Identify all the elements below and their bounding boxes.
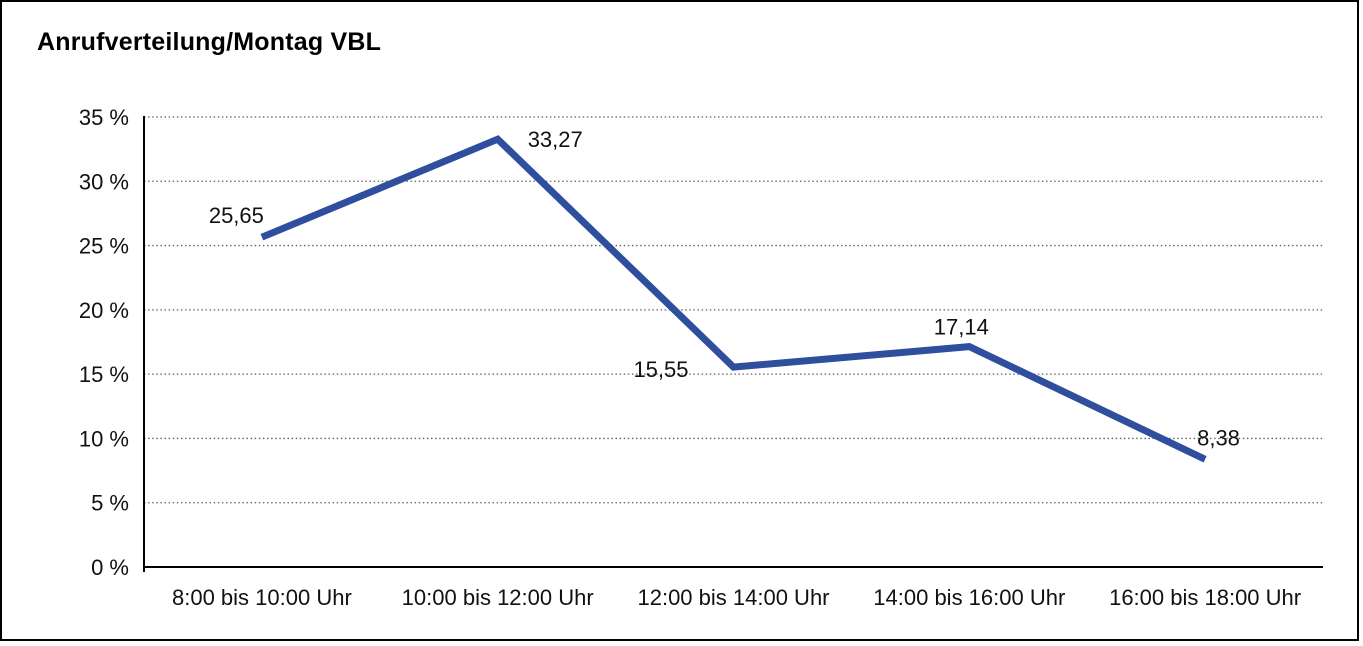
series-polyline bbox=[260, 135, 1207, 463]
data-value-label: 33,27 bbox=[528, 127, 583, 152]
gridlines bbox=[144, 116, 1323, 504]
x-tick-label: 16:00 bis 18:00 Uhr bbox=[1109, 585, 1301, 610]
x-tick-label: 14:00 bis 16:00 Uhr bbox=[873, 585, 1065, 610]
data-series-line bbox=[260, 135, 1207, 463]
y-tick-label: 0 % bbox=[91, 555, 129, 580]
chart-title: Anrufverteilung/Montag VBL bbox=[37, 28, 382, 56]
y-tick-label: 15 % bbox=[79, 362, 129, 387]
data-value-label: 25,65 bbox=[209, 203, 264, 228]
data-value-label: 17,14 bbox=[934, 315, 989, 340]
y-tick-label: 5 % bbox=[91, 491, 129, 516]
data-value-label: 8,38 bbox=[1197, 425, 1240, 450]
x-tick-label: 8:00 bis 10:00 Uhr bbox=[172, 585, 352, 610]
y-tick-label: 20 % bbox=[79, 298, 129, 323]
x-tick-label: 12:00 bis 14:00 Uhr bbox=[637, 585, 829, 610]
y-tick-label: 35 % bbox=[79, 105, 129, 130]
y-tick-label: 10 % bbox=[79, 426, 129, 451]
axes bbox=[143, 116, 1323, 572]
labels: 0 % 5 % 10 % 15 % 20 % 25 % 30 % 35 % 25,65 33,27… bbox=[79, 105, 1301, 610]
x-tick-label: 10:00 bis 12:00 Uhr bbox=[402, 585, 594, 610]
y-tick-label: 25 % bbox=[79, 234, 129, 259]
y-tick-label: 30 % bbox=[79, 169, 129, 194]
data-value-label: 15,55 bbox=[633, 357, 688, 382]
